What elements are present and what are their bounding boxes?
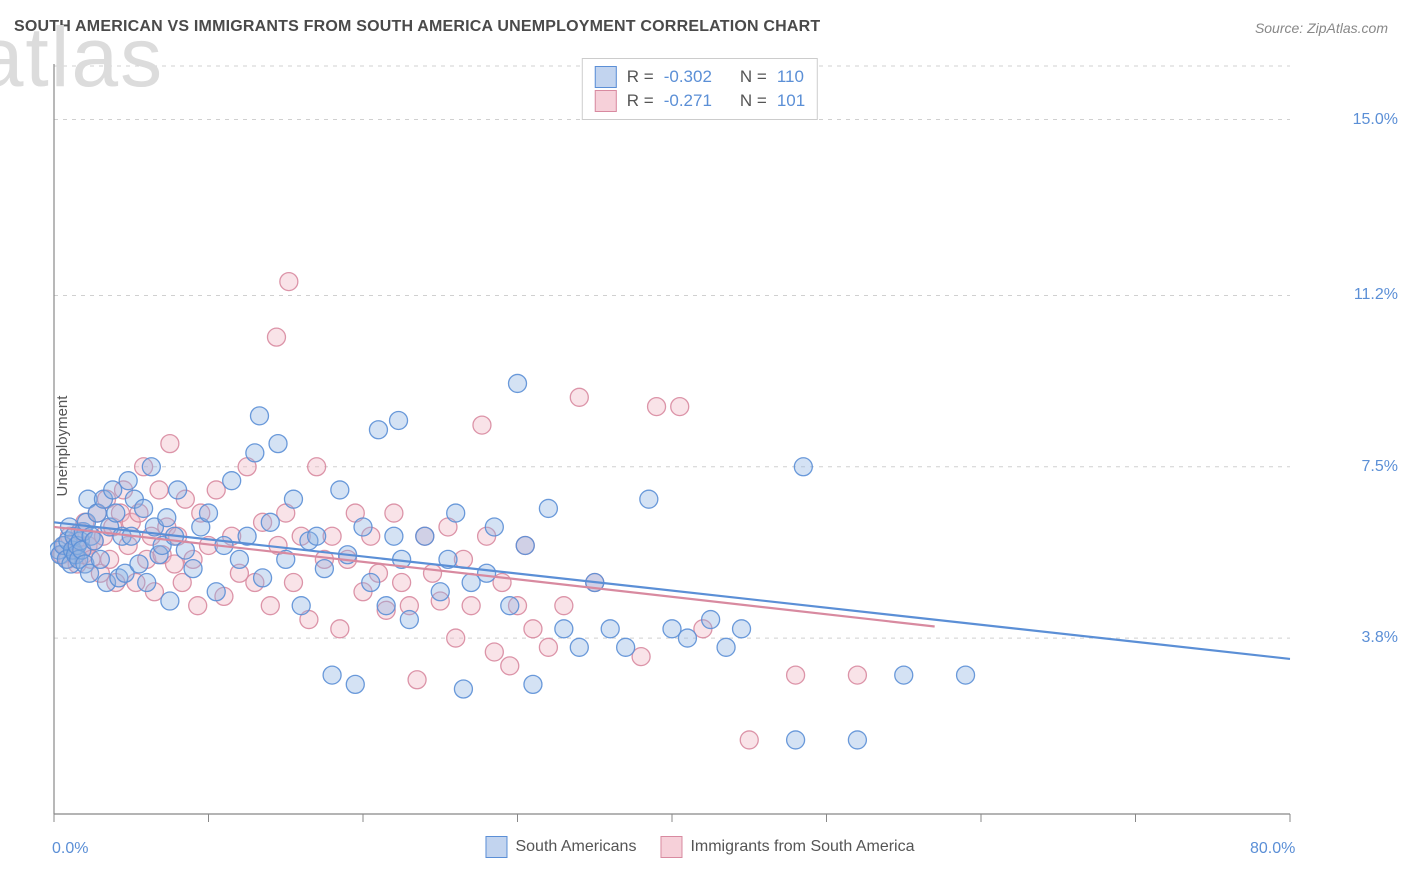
stats-n-label-2: N = bbox=[740, 89, 767, 113]
stats-r-value-1: -0.302 bbox=[664, 65, 712, 89]
swatch-blue-icon bbox=[595, 66, 617, 88]
chart-container: SOUTH AMERICAN VS IMMIGRANTS FROM SOUTH … bbox=[0, 0, 1406, 892]
swatch-pink-icon bbox=[660, 836, 682, 858]
x-tick-label: 80.0% bbox=[1250, 840, 1295, 858]
legend-item-1: South Americans bbox=[485, 836, 636, 858]
stats-n-label: N = bbox=[740, 65, 767, 89]
legend-label-2: Immigrants from South America bbox=[690, 838, 914, 856]
y-tick-label: 7.5% bbox=[1362, 458, 1398, 476]
stats-r-label: R = bbox=[627, 65, 654, 89]
stats-legend-row-1: R = -0.302 N = 110 bbox=[595, 65, 805, 89]
plot-svg bbox=[50, 58, 1350, 828]
chart-source: Source: ZipAtlas.com bbox=[1255, 20, 1388, 36]
y-tick-label: 11.2% bbox=[1354, 286, 1398, 304]
legend-item-2: Immigrants from South America bbox=[660, 836, 914, 858]
chart-title: SOUTH AMERICAN VS IMMIGRANTS FROM SOUTH … bbox=[14, 18, 820, 36]
y-tick-label: 3.8% bbox=[1362, 629, 1398, 647]
x-tick-label: 0.0% bbox=[52, 840, 88, 858]
stats-n-value-2: 101 bbox=[777, 89, 805, 113]
swatch-pink-icon bbox=[595, 90, 617, 112]
swatch-blue-icon bbox=[485, 836, 507, 858]
legend-label-1: South Americans bbox=[515, 838, 636, 856]
stats-legend: R = -0.302 N = 110 R = -0.271 N = 101 bbox=[582, 58, 818, 120]
y-tick-label: 15.0% bbox=[1353, 111, 1398, 129]
plot-area: R = -0.302 N = 110 R = -0.271 N = 101 So… bbox=[50, 58, 1350, 828]
stats-r-value-2: -0.271 bbox=[664, 89, 712, 113]
series-legend: South Americans Immigrants from South Am… bbox=[485, 836, 914, 858]
stats-r-label-2: R = bbox=[627, 89, 654, 113]
stats-n-value-1: 110 bbox=[777, 65, 804, 89]
stats-legend-row-2: R = -0.271 N = 101 bbox=[595, 89, 805, 113]
